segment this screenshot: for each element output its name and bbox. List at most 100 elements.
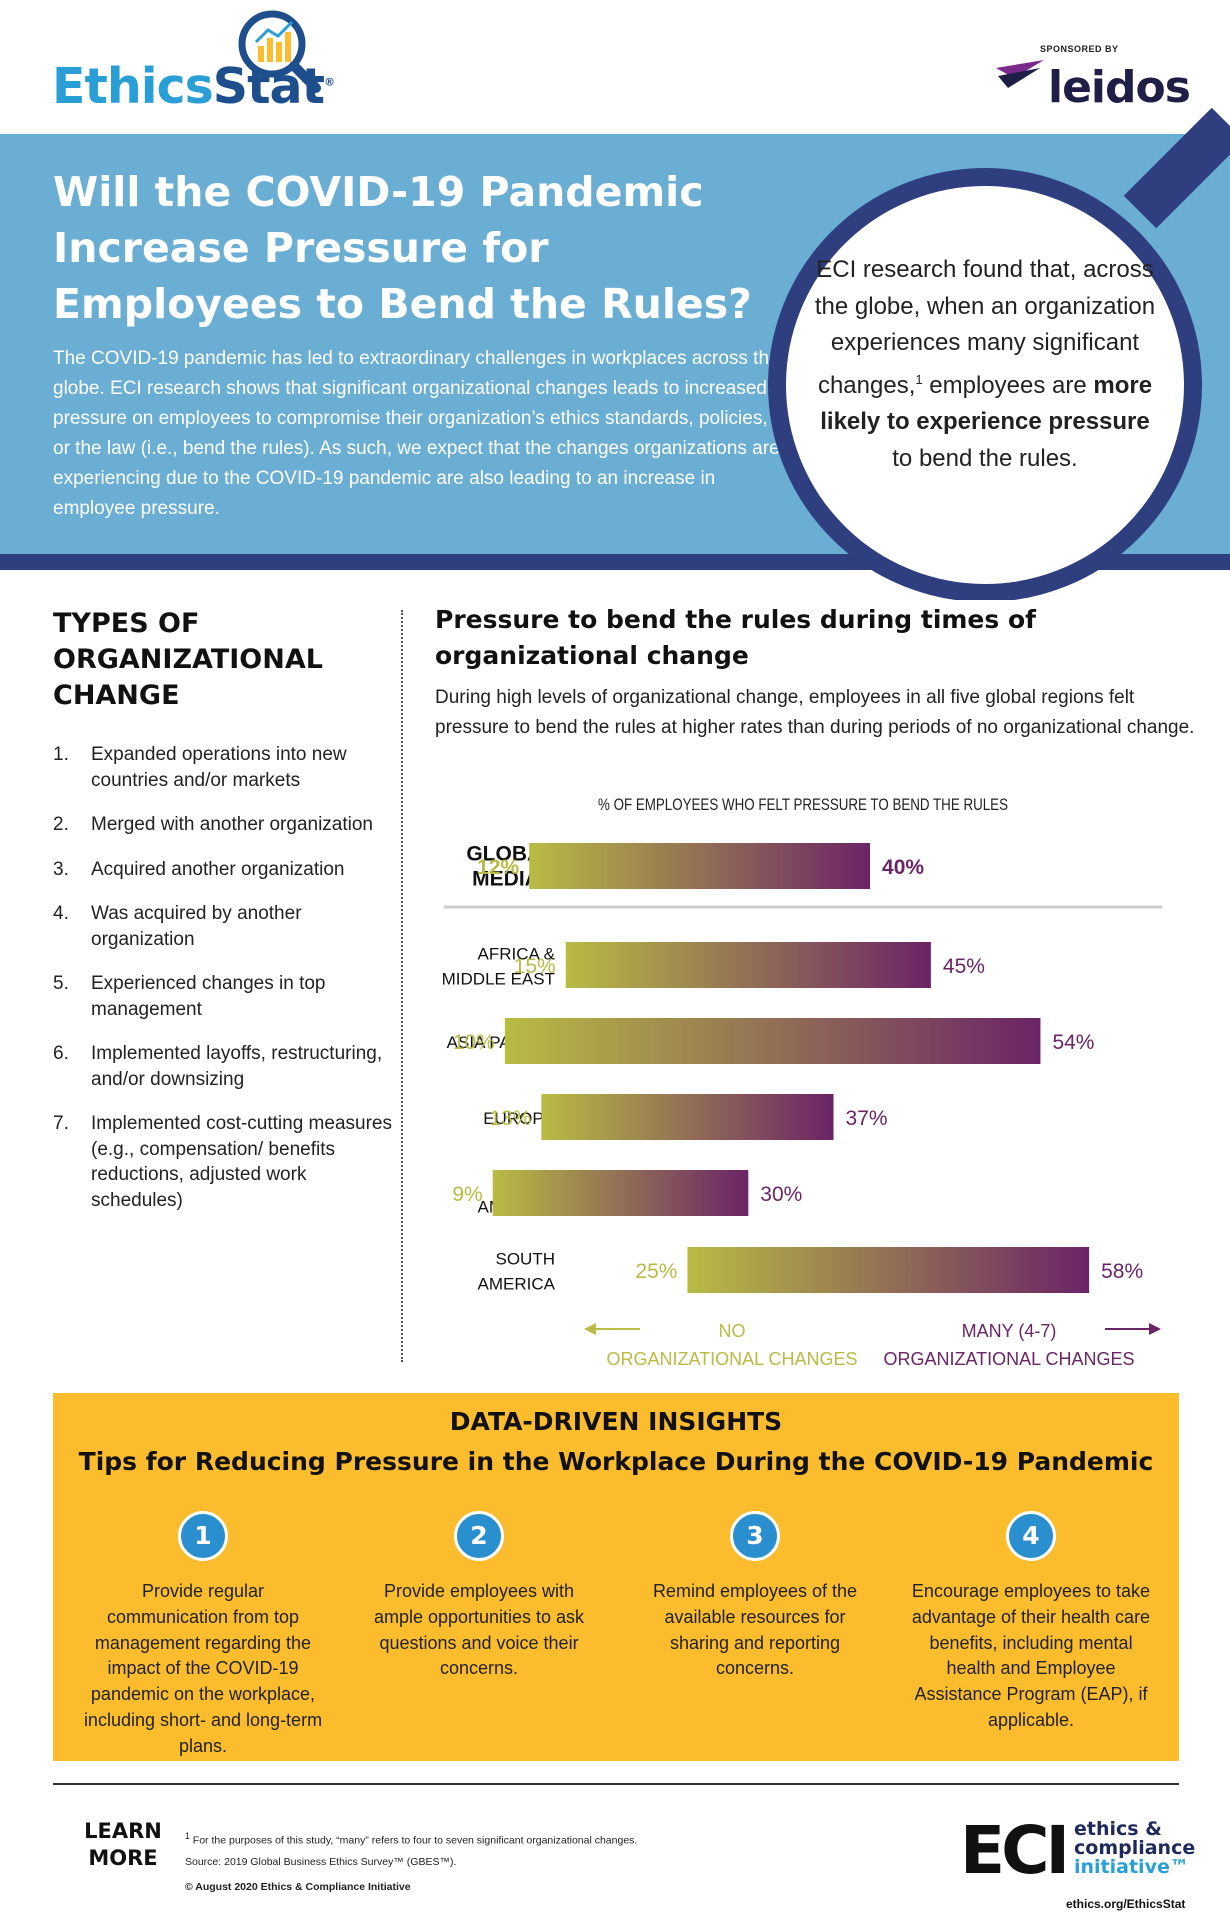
data-label-high: 45% [943, 955, 985, 978]
eci-url-link[interactable]: ethics.org/EthicsStat [1066, 1897, 1186, 1911]
callout-text-3: to bend the rules. [892, 444, 1078, 472]
data-label-low: 10% [453, 1031, 495, 1054]
footer-divider [53, 1783, 1179, 1785]
eci-logo: ECI [960, 1812, 1070, 1889]
data-label-high: 30% [760, 1183, 802, 1206]
insights-title: Tips for Reducing Pressure in the Workpl… [78, 1447, 1154, 1476]
category-label: MEDIAN [472, 868, 555, 891]
types-title: TYPES OF ORGANIZATIONAL CHANGE [53, 608, 323, 711]
types-list-text: Was acquired by another organization [91, 903, 302, 950]
types-list-number: 3. [53, 858, 69, 880]
tip-number-badge: 2 [454, 1511, 504, 1561]
leidos-logo: leidos [1048, 62, 1191, 113]
types-list-text: Implemented cost-cutting measures (e.g.,… [91, 1113, 392, 1211]
source-note: Source: 2019 Global Business Ethics Surv… [185, 1855, 457, 1868]
types-list-text: Acquired another organization [91, 858, 345, 880]
category-label: MIDDLE EAST [442, 970, 555, 989]
tip-number-badge: 4 [1006, 1511, 1056, 1561]
header: EthicsStat® SPONSORED BY leidos [0, 0, 1230, 134]
column-divider [401, 610, 403, 1362]
copyright: © August 2020 Ethics & Compliance Initia… [185, 1880, 411, 1893]
bar-range [565, 942, 931, 988]
legend-no-change: ORGANIZATIONAL CHANGES [606, 1349, 857, 1369]
tip-2: 2 Provide employees with ample opportunit… [359, 1511, 599, 1682]
types-list-item: 5. Experienced changes in top management [53, 971, 393, 1022]
tip-text: Encourage employees to take advantage of… [911, 1581, 1151, 1730]
legend-many-changes: ORGANIZATIONAL CHANGES [883, 1349, 1134, 1369]
learn-more-label[interactable]: LEARN MORE [84, 1819, 162, 1870]
chart-section-title: Pressure to bend the rules during times … [435, 605, 1037, 670]
footnote-1: 1 For the purposes of this study, “many”… [185, 1826, 745, 1852]
data-label-low: 15% [514, 955, 556, 978]
logo-ethics: Ethics [52, 58, 214, 115]
category-label: NORTH [495, 1173, 555, 1192]
data-label-high: 40% [882, 856, 924, 879]
sponsored-by-label: SPONSORED BY [1040, 44, 1119, 54]
logo-stat: Stat [212, 58, 325, 115]
types-list-item: 2. Merged with another organization [53, 812, 393, 838]
bar-range [529, 843, 871, 889]
circle-callout: ECI research found that, across the glob… [810, 252, 1160, 477]
callout-emphasis: more likely to experience pressure [820, 371, 1153, 436]
types-list-item: 4. Was acquired by another organization [53, 901, 393, 952]
tip-text: Provide employees with ample opportuniti… [373, 1581, 585, 1679]
tip-text: Provide regular communication from top m… [83, 1581, 323, 1756]
logo-registered: ® [324, 75, 335, 89]
data-label-high: 54% [1052, 1031, 1094, 1054]
data-label-low: 9% [452, 1183, 482, 1206]
tip-text: Remind employees of the available resour… [652, 1581, 858, 1679]
eci-wordmark-line3: initiative™ [1074, 1856, 1189, 1878]
bar-range [687, 1247, 1090, 1293]
legend-no-change: NO [719, 1321, 746, 1341]
data-label-low: 13% [489, 1107, 531, 1130]
data-label-low: 12% [477, 856, 519, 879]
legend-many-changes: MANY (4-7) [962, 1321, 1057, 1341]
chart-description: During high levels of organizational cha… [435, 687, 1195, 738]
page-title: Will the COVID-19 Pandemic Increase Pres… [53, 168, 752, 328]
callout-text-2: employees are [922, 371, 1094, 399]
types-list-number: 2. [53, 814, 69, 835]
types-list-item: 7. Implemented cost-cutting measures (e.g… [53, 1111, 393, 1213]
types-list-text: Expanded operations into new countries a… [91, 744, 347, 791]
magnifier-chart-icon [238, 10, 321, 93]
data-label-high: 37% [846, 1107, 888, 1130]
footnote-mark: 1 [185, 1831, 190, 1841]
types-list-item: 3. Acquired another organization [53, 857, 393, 883]
tip-4: 4 Encourage employees to take advantage o… [911, 1511, 1151, 1734]
data-label-high: 58% [1101, 1260, 1143, 1283]
insights-panel: DATA-DRIVEN INSIGHTS Tips for Reducing P… [53, 1393, 1179, 1761]
types-list-number: 7. [53, 1113, 69, 1134]
types-list-item: 6. Implemented layoffs, restructuring, an… [53, 1041, 393, 1092]
types-list-text: Merged with another organization [91, 814, 374, 835]
footnote-text: For the purposes of this study, “many” r… [189, 1834, 638, 1847]
types-list-number: 1. [53, 744, 69, 765]
callout-text-1: ECI research found that, across the glob… [814, 256, 1156, 399]
ethicsstat-logo: EthicsStat® [52, 58, 335, 115]
category-label: AMERICA [478, 1275, 556, 1294]
types-list: 1. Expanded operations into new countries… [53, 742, 393, 1232]
category-label: AFRICA & [478, 945, 556, 964]
bar-range [541, 1094, 834, 1140]
eci-wordmark-line2: compliance [1074, 1837, 1196, 1859]
types-list-text: Implemented layoffs, restructuring, and/… [91, 1043, 383, 1090]
tip-3: 3 Remind employees of the available resou… [635, 1511, 875, 1682]
category-label: ASIA PACIFIC [447, 1033, 555, 1052]
bar-range [492, 1170, 749, 1216]
bar-range [504, 1018, 1041, 1064]
tip-1: 1 Provide regular communication from top … [83, 1511, 323, 1760]
intro-paragraph: The COVID-19 pandemic has led to extraor… [53, 348, 780, 519]
category-label: EUROPE [483, 1109, 555, 1128]
category-label: AMERICA [478, 1198, 556, 1217]
types-list-item: 1. Expanded operations into new countries… [53, 742, 393, 793]
chart-axis-caption: % OF EMPLOYEES WHO FELT PRESSURE TO BEND… [598, 795, 1008, 814]
eci-wordmark-line1: ethics & [1074, 1818, 1162, 1840]
types-list-number: 6. [53, 1043, 69, 1064]
types-list-number: 4. [53, 903, 69, 924]
legend-arrow-left-icon [584, 1323, 596, 1335]
data-label-low: 25% [635, 1260, 677, 1283]
leidos-swoosh-icon [996, 60, 1044, 88]
category-label: SOUTH [496, 1250, 556, 1269]
tip-number-badge: 1 [178, 1511, 228, 1561]
category-label: GLOBAL [466, 843, 555, 866]
insights-kicker: DATA-DRIVEN INSIGHTS [449, 1407, 783, 1436]
